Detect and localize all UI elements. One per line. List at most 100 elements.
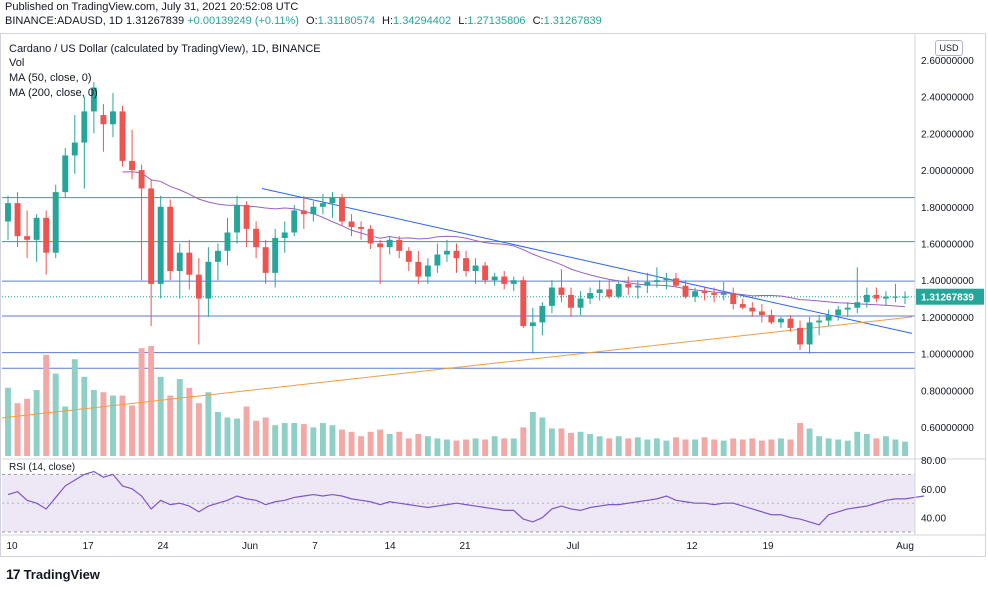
candle bbox=[110, 93, 116, 138]
candle-body bbox=[720, 293, 727, 295]
candle bbox=[205, 247, 212, 317]
tradingview-logo-icon: 17 bbox=[6, 566, 21, 582]
candle-body bbox=[615, 283, 622, 297]
candle-body bbox=[673, 278, 679, 286]
candle bbox=[768, 309, 775, 325]
candle-body bbox=[644, 282, 651, 286]
chart-title: Cardano / US Dollar (calculated by Tradi… bbox=[9, 43, 321, 55]
candle bbox=[787, 315, 794, 332]
candle bbox=[758, 304, 765, 323]
candle-body bbox=[758, 311, 765, 316]
candle bbox=[405, 247, 412, 272]
descending-trendline bbox=[261, 187, 913, 334]
volume-bar bbox=[711, 439, 718, 456]
volume-bar bbox=[43, 354, 50, 456]
volume-bar bbox=[424, 436, 431, 456]
candle-body bbox=[863, 294, 870, 303]
volume-bar bbox=[615, 436, 622, 456]
close-value: 1.31267839 bbox=[543, 15, 602, 27]
candle bbox=[501, 271, 508, 290]
candle bbox=[52, 184, 59, 259]
high-label: H: bbox=[382, 15, 394, 27]
candle-body bbox=[606, 289, 613, 297]
candle bbox=[539, 302, 546, 336]
volume-bar bbox=[644, 439, 651, 456]
volume-bar bbox=[358, 436, 365, 456]
candle-body bbox=[529, 322, 536, 327]
volume-bar bbox=[472, 438, 479, 456]
currency-button[interactable]: USD bbox=[935, 40, 963, 56]
candle-body bbox=[510, 280, 517, 284]
candle bbox=[377, 239, 384, 284]
volume-bar bbox=[720, 440, 727, 456]
candle-body bbox=[348, 221, 355, 227]
candle-body bbox=[892, 296, 899, 298]
last-price-tag bbox=[916, 288, 984, 305]
volume-bar bbox=[52, 373, 59, 456]
legend-ma200: MA (200, close, 0) bbox=[9, 87, 98, 99]
candle bbox=[329, 192, 336, 218]
candle bbox=[587, 287, 594, 305]
volume-bar bbox=[663, 440, 670, 456]
candle bbox=[577, 291, 584, 316]
candle bbox=[234, 195, 240, 244]
volume-bar bbox=[768, 439, 775, 456]
candle bbox=[644, 272, 651, 294]
time-tick-label: Jul bbox=[567, 541, 580, 552]
price-tick-label: 0.60000000 bbox=[921, 423, 974, 434]
candle bbox=[310, 201, 317, 222]
price-change: +0.00139249 (+0.11%) bbox=[187, 15, 299, 27]
candle bbox=[491, 272, 498, 286]
candle-body bbox=[415, 261, 422, 277]
volume-bar bbox=[224, 417, 231, 456]
candle-body bbox=[587, 293, 594, 299]
volume-bar bbox=[348, 431, 355, 456]
candle bbox=[863, 287, 870, 308]
volume-bar bbox=[539, 417, 546, 456]
volume-bar bbox=[692, 439, 699, 456]
candle bbox=[568, 287, 574, 317]
candle-body bbox=[253, 228, 260, 248]
candle bbox=[548, 280, 555, 314]
price-tick-label: 1.60000000 bbox=[921, 240, 974, 251]
candle-body bbox=[300, 210, 307, 215]
volume-bar bbox=[396, 431, 403, 456]
candle bbox=[673, 272, 679, 288]
candle-body bbox=[682, 285, 689, 297]
candle-body bbox=[443, 250, 450, 255]
candle bbox=[24, 210, 31, 259]
volume-bar bbox=[367, 431, 374, 456]
volume-bar bbox=[386, 434, 393, 456]
candle bbox=[100, 104, 107, 152]
candle bbox=[482, 261, 489, 284]
candle-body bbox=[71, 142, 78, 156]
volume-bar bbox=[606, 438, 613, 456]
candle bbox=[625, 276, 632, 295]
moving-averages bbox=[122, 171, 906, 308]
time-tick-label: 21 bbox=[459, 541, 471, 552]
volume-bar bbox=[24, 398, 31, 456]
volume-bar bbox=[234, 418, 240, 456]
rsi-tick-label: 40.00 bbox=[921, 514, 946, 525]
volume-bar bbox=[33, 390, 40, 456]
candle-body bbox=[33, 217, 40, 240]
candle bbox=[558, 269, 565, 303]
candle bbox=[453, 243, 460, 273]
candle bbox=[463, 250, 470, 277]
tradingview-logo[interactable]: 17 TradingView bbox=[6, 566, 100, 582]
tradingview-logo-text: TradingView bbox=[23, 566, 100, 582]
candle-body bbox=[272, 237, 279, 273]
candle-body bbox=[806, 322, 813, 345]
volume-bar bbox=[443, 439, 450, 456]
candle-body bbox=[176, 252, 183, 272]
candle-body bbox=[482, 265, 489, 281]
candle-body bbox=[424, 265, 431, 277]
volume-bar bbox=[205, 392, 212, 456]
candle-body bbox=[205, 261, 212, 299]
volume-bar bbox=[758, 440, 765, 456]
candle-body bbox=[882, 296, 889, 299]
candle bbox=[720, 282, 727, 301]
candle bbox=[396, 236, 403, 259]
candle-body bbox=[167, 206, 174, 272]
